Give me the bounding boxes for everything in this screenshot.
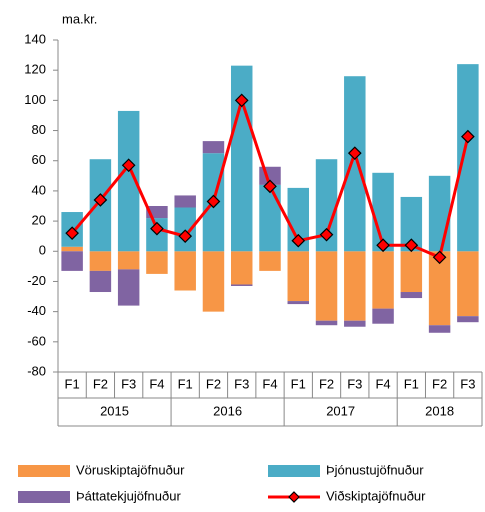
line-marker — [291, 233, 306, 248]
bar — [202, 251, 225, 312]
bar — [259, 184, 281, 252]
y-tick-label: -20 — [27, 273, 46, 288]
line-marker — [178, 229, 193, 244]
bar — [428, 175, 451, 252]
bar — [457, 64, 479, 252]
bar — [230, 65, 253, 252]
x-tick-label: F1 — [178, 376, 193, 391]
bar — [89, 270, 112, 293]
bar — [287, 301, 310, 305]
group-label: 2015 — [100, 403, 129, 418]
line-marker — [150, 221, 164, 236]
line-marker — [319, 227, 334, 242]
y-tick-label: 120 — [24, 62, 46, 77]
legend-swatch — [18, 465, 70, 477]
y-tick-label: 100 — [24, 92, 46, 107]
x-tick-label: F2 — [319, 376, 334, 391]
legend-label: Vöruskiptajöfnuður — [76, 462, 185, 477]
line-marker — [376, 238, 390, 253]
y-tick-label: 60 — [32, 152, 46, 167]
group-label: 2016 — [213, 403, 242, 418]
x-tick-label: F2 — [93, 376, 108, 391]
bar — [259, 251, 281, 271]
line-marker — [461, 129, 475, 144]
line-marker — [234, 93, 249, 108]
bar — [61, 251, 83, 271]
bar — [117, 251, 140, 270]
legend-label: Viðskiptajöfnuður — [326, 488, 426, 503]
bar — [344, 320, 366, 327]
bar — [315, 251, 338, 321]
bar — [315, 320, 338, 326]
y-axis-label: ma.kr. — [62, 11, 97, 26]
bar — [89, 251, 112, 271]
bar — [230, 284, 253, 286]
y-tick-label: -80 — [27, 363, 46, 378]
x-tick-label: F2 — [432, 376, 447, 391]
bar — [174, 195, 196, 208]
line-marker — [432, 250, 447, 265]
bar — [174, 251, 196, 291]
x-tick-label: F3 — [347, 376, 362, 391]
bar — [372, 251, 394, 309]
bar — [287, 187, 310, 252]
bar — [428, 325, 451, 333]
bar — [202, 141, 225, 154]
bar — [146, 251, 168, 274]
x-tick-label: F1 — [404, 376, 419, 391]
x-tick-label: F2 — [206, 376, 221, 391]
legend-marker — [288, 491, 300, 503]
legend-label: Þjónustujöfnuður — [326, 462, 424, 477]
x-tick-label: F4 — [375, 376, 390, 391]
line-marker — [65, 226, 79, 241]
y-tick-label: 40 — [32, 182, 46, 197]
y-tick-label: -60 — [27, 333, 46, 348]
bar — [457, 251, 479, 317]
x-tick-label: F1 — [65, 376, 80, 391]
y-tick-label: 80 — [32, 122, 46, 137]
bar — [287, 251, 310, 302]
line-marker — [347, 146, 362, 161]
line-marker — [404, 238, 419, 253]
line-marker — [93, 193, 108, 207]
legend-swatch — [18, 491, 70, 503]
bar — [457, 316, 479, 323]
bar — [400, 292, 423, 299]
x-tick-label: F3 — [460, 376, 475, 391]
y-tick-label: 140 — [24, 31, 46, 46]
group-label: 2017 — [326, 403, 355, 418]
y-tick-label: -40 — [27, 303, 46, 318]
x-tick-label: F4 — [262, 376, 277, 391]
line-marker — [263, 179, 277, 194]
line-marker — [206, 194, 221, 209]
bar — [61, 246, 83, 252]
bar — [344, 251, 366, 321]
bar — [344, 76, 366, 252]
bar — [117, 269, 140, 306]
x-tick-label: F4 — [149, 376, 164, 391]
x-tick-label: F1 — [291, 376, 306, 391]
legend-swatch — [268, 465, 320, 477]
y-tick-label: 20 — [32, 213, 46, 228]
bar — [400, 196, 423, 252]
bar — [117, 110, 140, 252]
x-tick-label: F3 — [121, 376, 136, 391]
bar — [315, 159, 338, 252]
bar — [428, 251, 451, 326]
bar — [372, 308, 394, 324]
group-label: 2018 — [425, 403, 454, 418]
bar — [230, 251, 253, 285]
line-marker — [121, 158, 136, 173]
x-tick-label: F3 — [234, 376, 249, 391]
bar — [400, 251, 423, 293]
legend-label: Þáttatekjujöfnuður — [76, 488, 181, 503]
y-tick-label: 0 — [39, 243, 46, 258]
